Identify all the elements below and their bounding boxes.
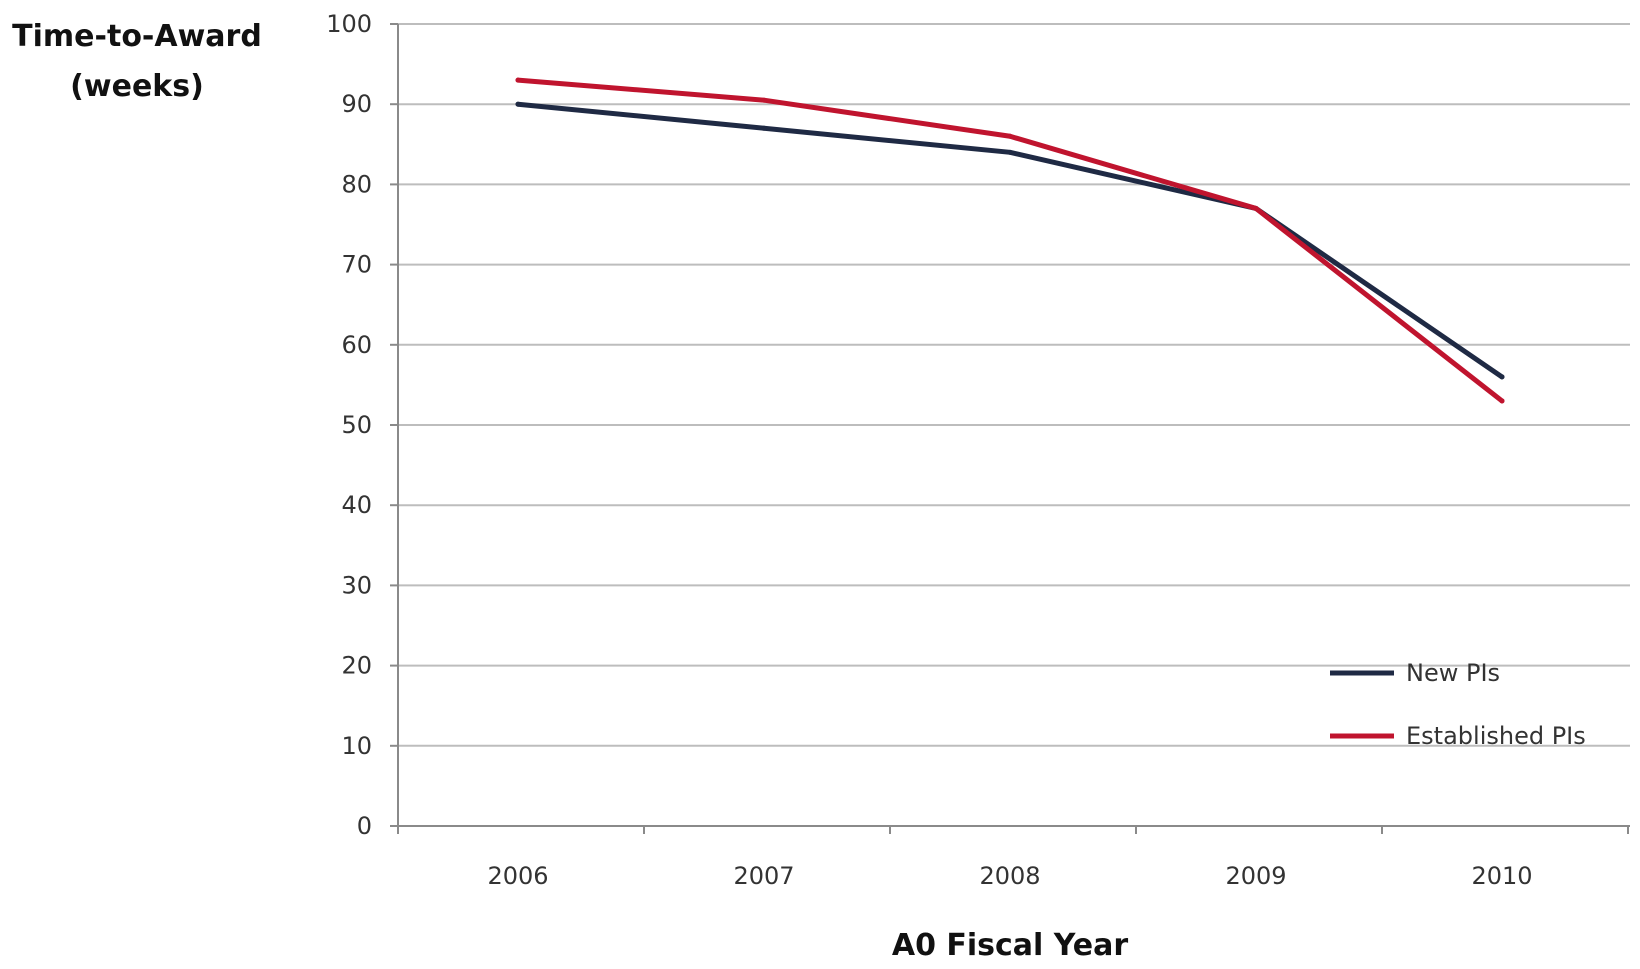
series-2-point — [761, 97, 767, 103]
x-axis-title: A0 Fiscal Year — [892, 928, 1128, 963]
legend-label-1: New PIs — [1406, 659, 1500, 687]
y-tick-label: 0 — [357, 812, 372, 840]
series-1-point — [515, 101, 521, 107]
series-2-point — [515, 77, 521, 83]
series-1-point — [1007, 149, 1013, 155]
y-axis-title-line-2: (weeks) — [70, 69, 204, 104]
y-tick-label: 50 — [341, 411, 372, 439]
series-line-1 — [515, 101, 1505, 380]
series-2-point — [1253, 205, 1259, 211]
y-tick-label: 60 — [341, 331, 372, 359]
series-2-point — [1499, 398, 1505, 404]
y-tick-label: 80 — [341, 170, 372, 198]
legend: New PIs Established PIs — [1330, 659, 1586, 750]
axes: 0 10 20 30 40 50 60 70 80 90 100 2006 2007 2008 2009 20… — [326, 10, 1630, 890]
y-tick-label: 70 — [341, 251, 372, 279]
y-tick-label: 20 — [341, 652, 372, 680]
y-tick-label: 100 — [326, 10, 372, 38]
series-1-point — [1499, 374, 1505, 380]
gridlines — [398, 23, 1630, 747]
series-line-2 — [515, 77, 1505, 404]
legend-label-2: Established PIs — [1406, 722, 1586, 750]
y-tick-label: 30 — [341, 571, 372, 599]
x-tick-label: 2006 — [487, 862, 548, 890]
series-1-point — [761, 125, 767, 131]
x-tick-label: 2008 — [979, 862, 1040, 890]
x-tick-label: 2010 — [1471, 862, 1532, 890]
x-tick-label: 2009 — [1225, 862, 1286, 890]
series-lines — [515, 77, 1505, 404]
series-2-point — [1007, 133, 1013, 139]
axis-labels: Time-to-Award (weeks) A0 Fiscal Year — [12, 19, 1128, 963]
y-tick-label: 40 — [341, 491, 372, 519]
y-tick-label: 90 — [341, 90, 372, 118]
x-tick-label: 2007 — [733, 862, 794, 890]
y-tick-label: 10 — [341, 732, 372, 760]
y-axis-title-line-1: Time-to-Award — [12, 19, 262, 54]
